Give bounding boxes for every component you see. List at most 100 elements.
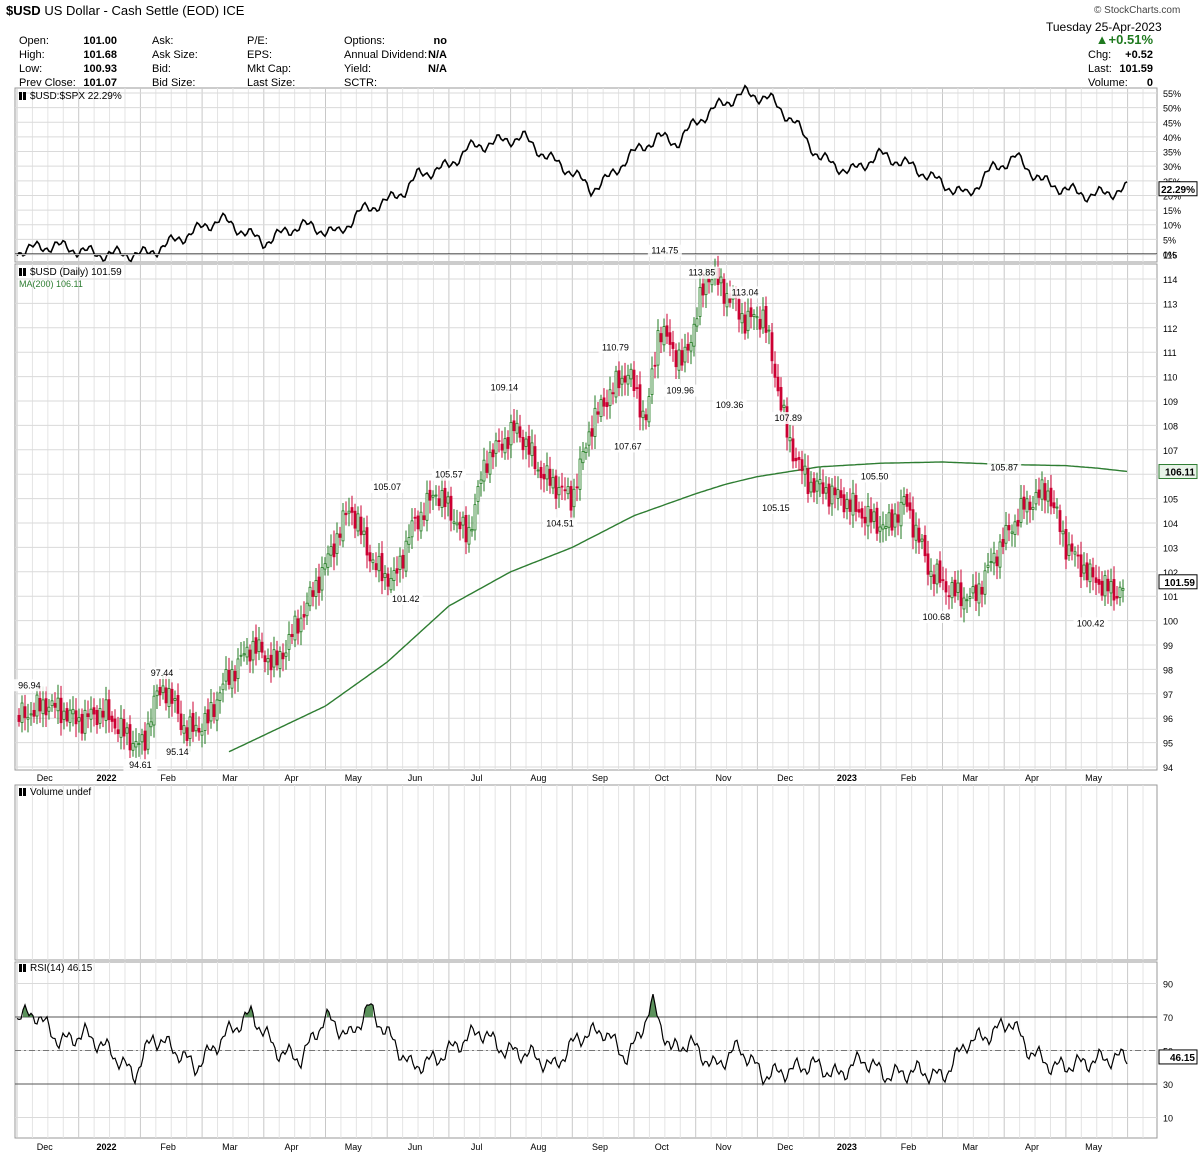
candle-body: [854, 495, 858, 512]
candle-body: [377, 555, 381, 572]
candle-body: [392, 570, 396, 581]
price-month-label: Apr: [285, 773, 299, 783]
candle-body: [251, 640, 255, 661]
candle-body: [599, 399, 603, 417]
candle-body: [539, 466, 543, 479]
price-month-label: 2022: [96, 773, 116, 783]
ratio-tick-label: 10%: [1163, 221, 1181, 231]
chart-header: $USD US Dollar - Cash Settle (EOD) ICE ©…: [0, 0, 1200, 90]
candle-body: [131, 743, 135, 751]
candle-body: [1013, 521, 1017, 535]
ratio-tick-label: 5%: [1163, 235, 1176, 245]
candle-body: [707, 278, 711, 283]
col2-label-0: Ask:: [152, 35, 174, 47]
candle-body: [554, 475, 558, 499]
price-month-label: Jul: [471, 773, 483, 783]
candle-body: [347, 510, 351, 514]
candle-body: [467, 526, 471, 545]
col3-label-2: Mkt Cap:: [247, 63, 292, 75]
candle-body: [149, 721, 153, 728]
col3-label-0: P/E:: [247, 35, 268, 47]
candle-body: [755, 316, 759, 319]
candle-body: [959, 582, 963, 607]
candle-body: [1004, 524, 1008, 544]
price-tick-label: 112: [1163, 324, 1177, 334]
candle-body: [1106, 578, 1110, 592]
candle-body: [110, 715, 114, 722]
candle-body: [227, 669, 231, 685]
candle-body: [908, 502, 912, 511]
candle-body: [623, 375, 627, 383]
rsi-month-label: 2022: [96, 1142, 116, 1152]
candle-body: [221, 683, 225, 691]
symbol-name: US Dollar - Cash Settle (EOD): [44, 3, 220, 18]
candle-body: [914, 524, 918, 541]
rsi-overbought-fill: [365, 1003, 373, 1017]
candle-body: [986, 564, 990, 568]
candle-body: [50, 700, 54, 707]
candle-body: [107, 699, 111, 720]
candle-body: [1025, 498, 1029, 513]
candle-body: [62, 710, 66, 720]
price-month-label: May: [345, 773, 363, 783]
candle-body: [563, 489, 567, 492]
candle-body: [143, 730, 147, 751]
candle-body: [77, 717, 81, 722]
price-month-label: Aug: [530, 773, 546, 783]
candle-body: [746, 310, 750, 332]
candle-body: [968, 596, 972, 599]
candle-body: [287, 634, 291, 650]
candle-body: [605, 402, 609, 407]
rsi-month-label: Jun: [408, 1142, 423, 1152]
candle-body: [98, 708, 102, 724]
candle-body: [626, 374, 630, 385]
candle-body: [1076, 554, 1080, 557]
candle-body: [86, 713, 90, 718]
candle-body: [635, 387, 639, 390]
candle-body: [26, 716, 30, 720]
candle-body: [1034, 491, 1038, 505]
ratio-legend-marker: [23, 92, 26, 100]
candle-body: [884, 526, 888, 529]
price-annotation-bg: [123, 759, 158, 772]
candle-body: [242, 653, 246, 656]
candle-body: [998, 541, 1002, 568]
price-tick-label: 114: [1163, 275, 1177, 285]
candle-body: [305, 602, 309, 617]
candle-body: [509, 422, 513, 446]
price-annotation: 113.04: [732, 287, 759, 297]
candle-body: [581, 451, 585, 464]
price-annotation-bg: [684, 266, 719, 279]
candle-body: [842, 494, 846, 513]
candle-body: [383, 573, 387, 578]
candle-body: [656, 330, 660, 366]
price-month-label: Mar: [963, 773, 979, 783]
candle-body: [164, 687, 168, 704]
candle-body: [1010, 531, 1014, 534]
candle-body: [692, 323, 696, 347]
rsi-tick-label: 90: [1163, 980, 1173, 990]
candle-body: [905, 493, 909, 507]
candle-body: [83, 709, 87, 734]
candle-body: [515, 422, 519, 434]
candle-body: [38, 697, 42, 712]
candle-body: [158, 687, 162, 696]
price-tick-label: 98: [1163, 665, 1173, 675]
volume-legend-marker: [23, 788, 26, 796]
candle-body: [776, 376, 780, 392]
candle-body: [920, 538, 924, 542]
rsi-overbought-fill: [327, 1009, 329, 1017]
candle-body: [1049, 487, 1053, 507]
candle-body: [146, 723, 150, 750]
candle-body: [398, 555, 402, 570]
price-annotation: 101.42: [392, 594, 420, 604]
col3-label-1: EPS:: [247, 49, 273, 61]
rsi-tick-label: 30: [1163, 1080, 1173, 1090]
candle-body: [944, 581, 948, 593]
candle-body: [644, 414, 648, 421]
price-tick-label: 108: [1163, 421, 1178, 431]
candle-body: [809, 481, 813, 493]
candle-body: [866, 505, 870, 527]
candle-body: [617, 370, 621, 389]
candle-body: [542, 473, 546, 480]
